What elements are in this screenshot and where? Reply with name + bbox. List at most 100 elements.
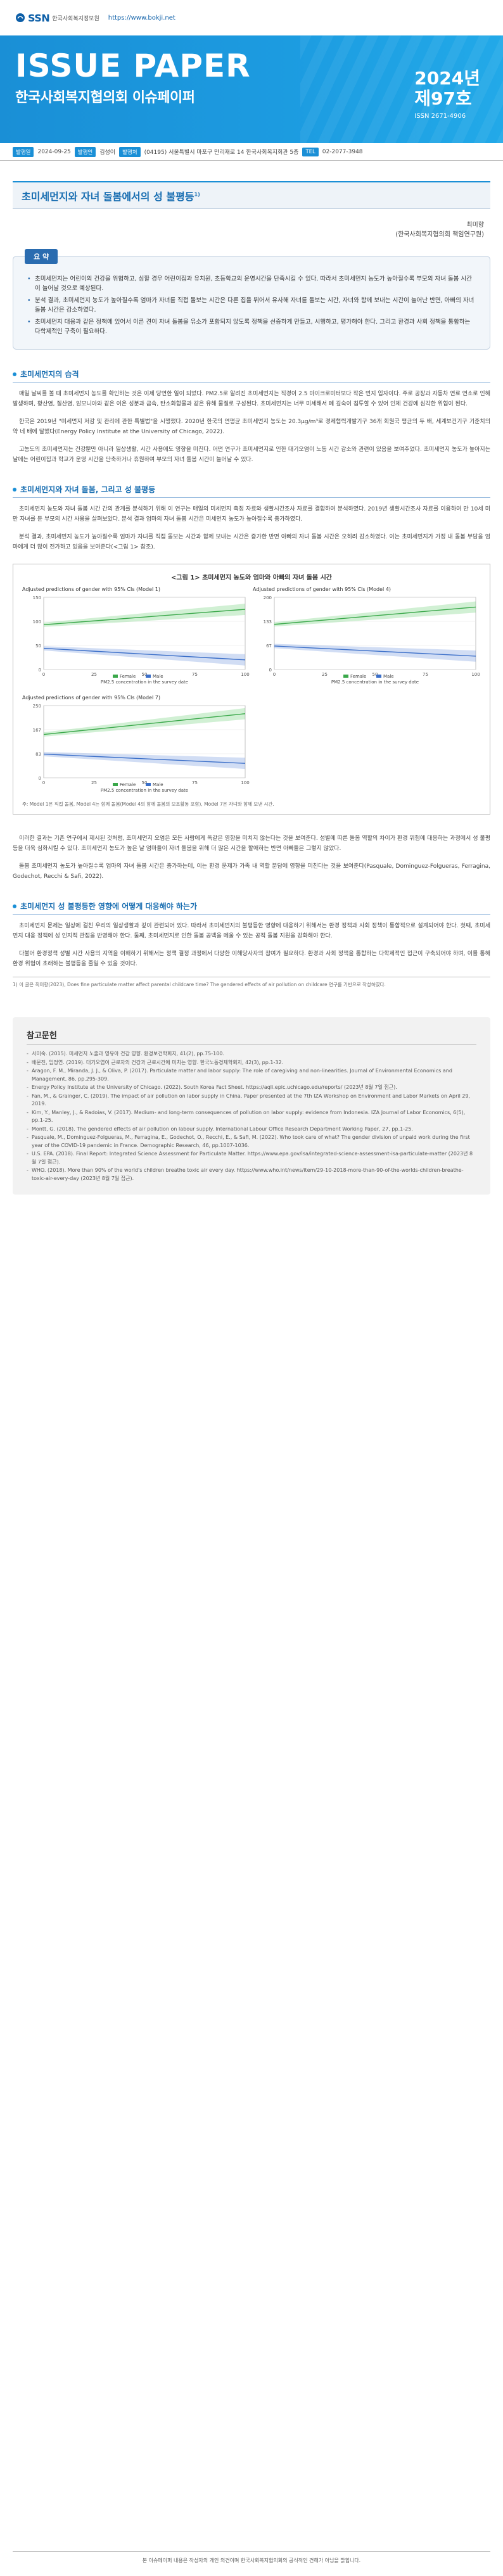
publication-meta: 발행일 2024-09-25 발행인 김성이 발행처 (04195) 서울특별시… (0, 143, 503, 161)
legend-label: Female (120, 674, 136, 679)
chart-panel-model7: Adjusted predictions of gender with 95% … (22, 695, 250, 797)
chart-panel-model4: Adjusted predictions of gender with 95% … (253, 587, 481, 688)
chart-panel-empty (253, 695, 481, 797)
plot-area (274, 597, 476, 670)
y-tick-label: 100 (33, 619, 41, 625)
series-line-male (43, 647, 246, 661)
article-title: 초미세먼지와 자녀 돌봄에서의 성 불평등1) (22, 188, 200, 203)
plot-area (43, 597, 246, 670)
x-tick-label: 75 (192, 672, 198, 677)
series-line-male (43, 753, 246, 764)
legend: Female Male (113, 782, 163, 787)
y-tick-label: 0 (39, 668, 41, 673)
y-tick-label: 0 (269, 668, 272, 673)
references-title: 참고문헌 (27, 1031, 57, 1041)
x-tick-label: 25 (322, 672, 328, 677)
legend-label: Male (153, 782, 163, 787)
legend-label: Male (153, 674, 163, 679)
summary-item: 초미세먼지 대응과 같은 정책에 있어서 이른 견이 자녀 돌봄을 유소가 포함… (27, 317, 476, 336)
summary-list: 초미세먼지는 어린이의 건강을 위협하고, 심할 경우 어린이집과 유치원, 초… (27, 274, 476, 336)
series-line-male (274, 645, 476, 657)
legend-label: Female (120, 782, 136, 787)
y-tick-label: 50 (35, 644, 41, 649)
paragraph: 매일 날씨를 볼 때 초미세먼지 농도를 확인하는 것은 이제 당연한 일이 되… (13, 391, 490, 407)
reference-item: Aragon, F. M., Miranda, J. J., & Oliva, … (27, 1067, 476, 1083)
x-tick-label: 50 (142, 672, 148, 677)
y-tick-label: 133 (264, 619, 272, 625)
x-tick-label: 25 (91, 672, 97, 677)
divider (27, 1044, 476, 1045)
issue-info: 2024년 제97호 ISSN 2671-4906 (414, 68, 480, 120)
title-footnote-mark: 1) (194, 191, 200, 198)
legend-swatch (376, 675, 381, 678)
paragraph: 초미세먼지 문제는 일상에 걸친 우리의 일상생활과 깊이 관련되어 있다. 따… (13, 923, 490, 939)
reference-item: Energy Policy Institute at the Universit… (27, 1084, 476, 1092)
paragraph: 다불어 환경정책 성별 시간 사용의 지역을 이해하기 위해서는 정책 결정 과… (13, 951, 490, 967)
y-tick-label: 67 (266, 644, 272, 649)
summary-label: 요 약 (25, 249, 58, 264)
y-tick-label: 200 (264, 595, 272, 600)
x-tick-label: 50 (142, 780, 148, 785)
x-tick-label: 50 (372, 672, 378, 677)
y-tick-label: 83 (35, 752, 41, 757)
section-childcare-gender: 초미세먼지와 자녀 돌봄, 그리고 성 불평등 초미세먼지 농도와 자녀 돌봄 … (13, 484, 490, 552)
series-line-female (43, 609, 246, 626)
paragraph: 분석 결과, 초미세먼지 농도가 높아질수록 엄마가 자녀를 직접 돌보는 시간… (13, 534, 490, 550)
figure-1: <그림 1> 초미세먼지 농도와 엄마와 아빠의 자녀 돌봄 시간 Adjust… (13, 564, 490, 815)
legend-swatch (343, 675, 348, 678)
paragraph: 초미세먼지 농도와 자녀 돌봄 시간 간의 관계를 분석하기 위해 이 연구는 … (13, 506, 490, 523)
chart-panel-model1: Adjusted predictions of gender with 95% … (22, 587, 250, 688)
section-bullet-icon (13, 904, 16, 908)
disclaimer: 본 이슈페이퍼 내용은 작성자의 개인 의견이며 한국사회복지협의회의 공식적인… (13, 2551, 490, 2564)
figure-row-bottom: Adjusted predictions of gender with 95% … (22, 695, 481, 797)
x-tick-label: 100 (241, 672, 249, 677)
x-tick-label: 0 (42, 780, 45, 785)
top-bar: SSN 한국사회복지정보원 https://www.bokji.net (0, 0, 503, 35)
section-heading: 초미세먼지와 자녀 돌봄, 그리고 성 불평등 (13, 484, 490, 498)
issue-banner: ISSUE PAPER 한국사회복지협의회 이슈페이퍼 2024년 제97호 I… (0, 35, 503, 143)
legend-swatch (113, 675, 118, 678)
x-tick-label: 100 (241, 780, 249, 785)
summary-box: 요 약 초미세먼지는 어린이의 건강을 위협하고, 심할 경우 어린이집과 유치… (13, 249, 490, 350)
banner-title: ISSUE PAPER (15, 48, 251, 84)
author-name: 최미향 (466, 222, 484, 229)
chart-model4: 0 67 133 200 0 25 50 75 100 PM2.5 concentration i… (264, 595, 480, 685)
section-policy-response: 초미세먼지 성 불평등한 영향에 어떻게 대응해야 하는가 초미세먼지 문제는 … (13, 901, 490, 969)
section-heading-text: 초미세먼지의 습격 (20, 370, 79, 379)
legend-swatch (113, 783, 118, 786)
figure-note: 주: Model 1은 직접 돌봄, Model 4는 함께 돌봄(Model … (22, 801, 274, 807)
article-title-text: 초미세먼지와 자녀 돌봄에서의 성 불평등 (22, 190, 194, 203)
x-tick-label: 100 (471, 672, 480, 677)
site-url-link[interactable]: https://www.bokji.net (108, 14, 175, 22)
section-discussion: 이러한 결과는 기존 연구에서 제시된 것처럼, 초미세먼지 오염은 모든 사람… (13, 834, 490, 882)
summary-item: 초미세먼지는 어린이의 건강을 위협하고, 심할 경우 어린이집과 유치원, 초… (27, 274, 476, 293)
section-fine-dust: 초미세먼지의 습격 매일 날씨를 볼 때 초미세먼지 농도를 확인하는 것은 이… (13, 369, 490, 465)
paragraph: 돌봄 초미세먼지 농도가 높아질수록 엄마의 자녀 돌봄 시간은 증가하는데, … (13, 863, 490, 880)
issn: ISSN 2671-4906 (414, 113, 466, 120)
publish-date: 2024-09-25 (37, 148, 71, 155)
section-bullet-icon (13, 372, 16, 376)
chart-title: Adjusted predictions of gender with 95% … (22, 695, 160, 701)
x-tick-label: 0 (42, 672, 45, 677)
chart-title: Adjusted predictions of gender with 95% … (253, 587, 391, 592)
legend: Female Male (343, 674, 394, 679)
org-address: (04195) 서울특별시 마포구 만리재로 14 한국사회복지회관 5층 (144, 149, 299, 156)
x-tick-label: 25 (91, 780, 97, 785)
chart-model1: 0 50 100 150 0 25 50 75 100 PM2.5 concentration i… (33, 595, 250, 685)
legend-label: Male (383, 674, 394, 679)
logo[interactable]: SSN 한국사회복지정보원 (15, 12, 99, 24)
banner-subtitle: 한국사회복지협의회 이슈페이퍼 (15, 90, 195, 106)
figure-caption: <그림 1> 초미세먼지 농도와 엄마와 아빠의 자녀 돌봄 시간 (171, 574, 332, 581)
reference-item: 서미숙. (2015). 미세먼지 노출과 영유아 건강 영향. 환경보건학회지… (27, 1050, 476, 1058)
x-axis-label: PM2.5 concentration in the survey date (331, 680, 419, 685)
series-line-female (274, 606, 476, 625)
banner-decoration (300, 35, 503, 143)
reference-item: 배문진, 임정연. (2019). 대기오염이 근로자의 건강과 근로시간에 미… (27, 1059, 476, 1067)
x-axis-label: PM2.5 concentration in the survey date (101, 788, 188, 793)
date-label: 발행일 (13, 146, 34, 157)
author-affiliation: (한국사회복지협의회 책임연구원) (395, 231, 484, 238)
x-axis-label: PM2.5 concentration in the survey date (101, 680, 188, 685)
series-line-female (43, 713, 246, 735)
reference-item: Kim, Y., Manley, J., & Radoias, V. (2017… (27, 1109, 476, 1125)
